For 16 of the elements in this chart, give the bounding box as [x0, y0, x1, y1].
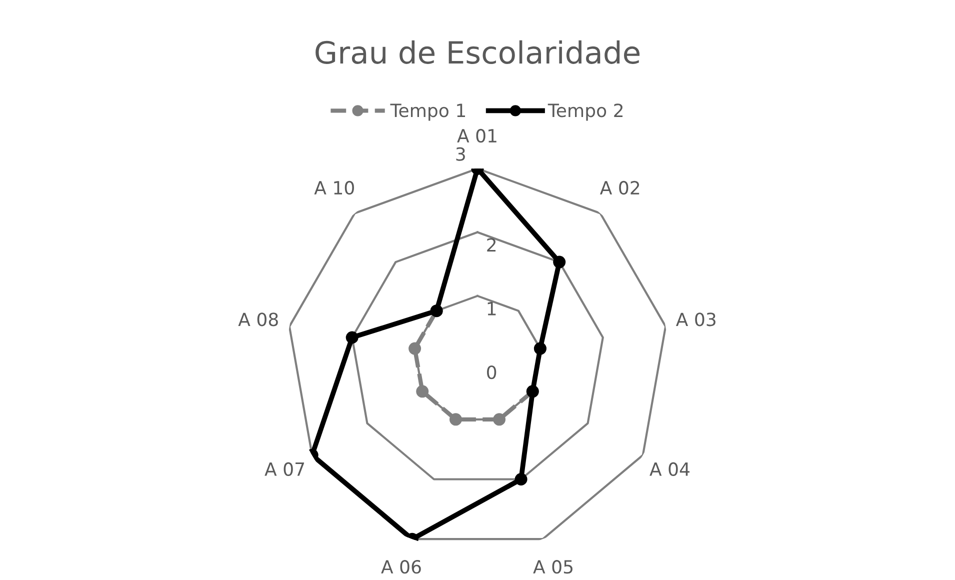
legend-label: Tempo 2	[548, 104, 622, 121]
y-tick-label: 2	[487, 238, 496, 252]
spoke-label: A 02	[600, 180, 640, 195]
y-tick-label: 0	[487, 365, 496, 380]
spoke-label: A 01	[457, 128, 496, 143]
spoke-label: A 08	[238, 312, 278, 326]
y-tick-label: 3	[456, 147, 465, 161]
spoke-label: A 04	[650, 462, 690, 476]
spoke-label: A 07	[264, 462, 304, 476]
chart-title: Grau de Escolaridade	[316, 40, 640, 64]
legend-label: Tempo 1	[390, 104, 465, 121]
spoke-label: A 06	[381, 560, 421, 574]
spoke-label: A 10	[314, 180, 354, 195]
y-tick-label: 1	[488, 302, 496, 316]
spoke-label: A 05	[533, 560, 572, 574]
spoke-label: A 03	[676, 312, 716, 326]
